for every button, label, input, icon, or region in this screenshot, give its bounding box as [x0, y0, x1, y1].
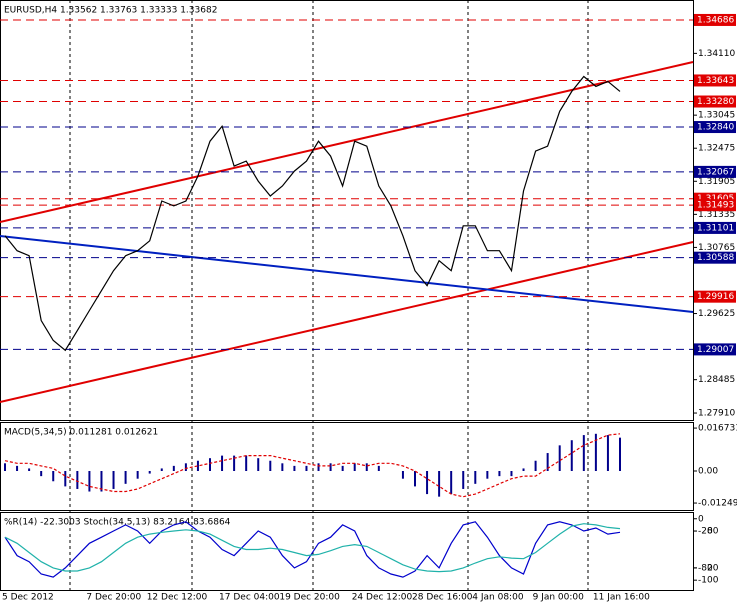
level-label-box [694, 165, 736, 178]
panel-title: %R(14) -22.3003 Stoch(34,5,13) 83.2164 8… [4, 518, 231, 528]
level-label: 1.30588 [697, 253, 734, 263]
panel-title: EURUSD,H4 1.33562 1.33763 1.33333 1.3368… [4, 6, 217, 16]
y-tick-label: 0.00 [698, 467, 718, 477]
level-label-box [694, 221, 736, 234]
level-label-box [694, 95, 736, 108]
y-tick-label: 0.016731 [698, 424, 737, 434]
level-label: 1.34686 [697, 15, 734, 25]
y-tick-label: 1.27910 [698, 409, 735, 419]
y-tick-label: 1.31905 [698, 177, 735, 187]
x-tick-label: 24 Dec 12:00 [352, 593, 413, 602]
plot-layer: EURUSD,H4 1.33562 1.33763 1.33333 1.3368… [0, 6, 737, 602]
x-tick-label: 4 Jan 08:00 [472, 593, 524, 602]
level-label: 1.31493 [697, 201, 734, 211]
x-tick-label: 9 Jan 00:00 [533, 593, 585, 602]
level-label-box [694, 290, 736, 303]
series-line [4, 523, 621, 573]
x-tick-label: 12 Dec 12:00 [147, 593, 208, 602]
series-line [4, 433, 621, 498]
level-label: 1.32067 [697, 167, 734, 177]
level-label: 1.33280 [697, 97, 734, 107]
y-tick-label: -100 [698, 576, 719, 586]
y-tick-label: 1.33045 [698, 111, 735, 121]
x-tick-label: 17 Dec 04:00 [219, 593, 280, 602]
panel-title: MACD(5,34,5) 0.011281 0.012621 [4, 428, 158, 438]
y-tick-label: 20 [707, 563, 719, 573]
level-label-box [694, 343, 736, 356]
y-tick-label: 1.34110 [698, 49, 735, 59]
y-tick-label: 1.29625 [698, 309, 735, 319]
x-tick-label: 7 Dec 20:00 [86, 593, 141, 602]
y-tick-label: 1.32475 [698, 144, 735, 154]
y-tick-label: 1.31335 [698, 210, 735, 220]
y-tick-label: 0 [698, 514, 704, 524]
y-tick-label: -0.01249 [698, 499, 737, 509]
level-label: 1.29916 [697, 292, 734, 302]
series-line [4, 75, 621, 352]
level-label: 1.33643 [697, 76, 734, 86]
y-tick-label: 1.30765 [698, 243, 735, 253]
y-tick-label: -20 [698, 527, 713, 537]
x-tick-label: 11 Jan 16:00 [593, 593, 650, 602]
trend-lines [0, 61, 694, 403]
level-label-box [694, 74, 736, 87]
y-tick-label: 1.28485 [698, 375, 735, 385]
x-tick-label: 28 Dec 16:00 [412, 593, 473, 602]
x-tick-label: 19 Dec 20:00 [279, 593, 340, 602]
series-line [4, 521, 621, 578]
level-label: 1.32840 [697, 123, 734, 133]
level-label-box [694, 13, 736, 26]
y-tick-label: 80 [707, 527, 719, 537]
level-label-box [694, 121, 736, 134]
vertical-grid [69, 0, 589, 590]
panel-borders [0, 0, 694, 591]
level-label-box [694, 251, 736, 264]
level-label: 1.29007 [697, 345, 734, 355]
y-tick-label: -80 [698, 563, 713, 573]
level-label-box [694, 199, 736, 212]
level-label: 1.31101 [697, 223, 734, 233]
x-tick-label: 5 Dec 2012 [2, 593, 54, 602]
